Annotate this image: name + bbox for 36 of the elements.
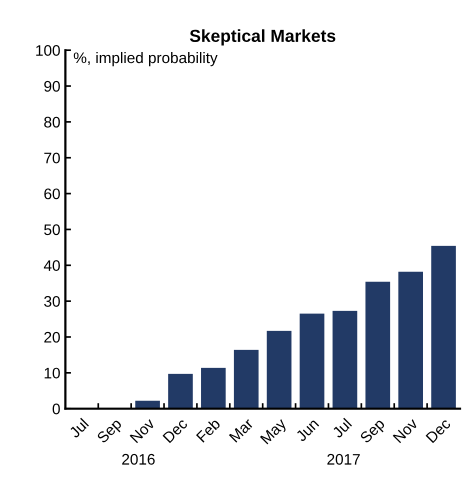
y-tick-label: 0 [52, 404, 60, 414]
y-tick-label: 80 [44, 116, 60, 128]
bar [234, 350, 259, 409]
x-tick-label: Sep [96, 418, 124, 446]
y-tick-label: 60 [44, 188, 60, 200]
bar [168, 374, 193, 409]
y-tick-label: 30 [44, 296, 60, 307]
y-tick-label: 20 [44, 332, 60, 343]
y-axis-title: %, implied probability [74, 52, 218, 66]
bar [431, 246, 456, 409]
x-tick-label: Nov [130, 417, 156, 444]
text: 2016 [122, 454, 155, 465]
y-tick-label: 100 [36, 45, 60, 56]
bar [201, 368, 226, 409]
bar [365, 282, 390, 409]
bar [300, 314, 324, 409]
y-tick-label: 70 [44, 152, 60, 164]
text: 2017 [327, 454, 360, 465]
x-tick-label: Mar [228, 418, 254, 443]
x-tick-label: May [260, 417, 290, 447]
x-tick-label: Jul [68, 418, 90, 439]
y-tick-label: 10 [44, 368, 60, 379]
bar [398, 272, 423, 409]
y-tick-label: 50 [44, 224, 60, 236]
x-tick-label: Nov [392, 417, 419, 444]
x-tick-label: Dec [162, 418, 188, 444]
x-tick-label: Dec [426, 418, 452, 444]
x-tick-label: Jun [295, 418, 320, 442]
x-tick-label: Feb [196, 417, 221, 443]
bar [266, 330, 292, 409]
y-tick-label: 40 [44, 260, 60, 271]
x-tick-label: Sep [359, 418, 388, 446]
x-tick-label: Jul [331, 418, 352, 439]
y-tick-label: 90 [44, 80, 60, 92]
bar [332, 310, 358, 409]
chart-title: Skeptical Markets [190, 29, 336, 46]
